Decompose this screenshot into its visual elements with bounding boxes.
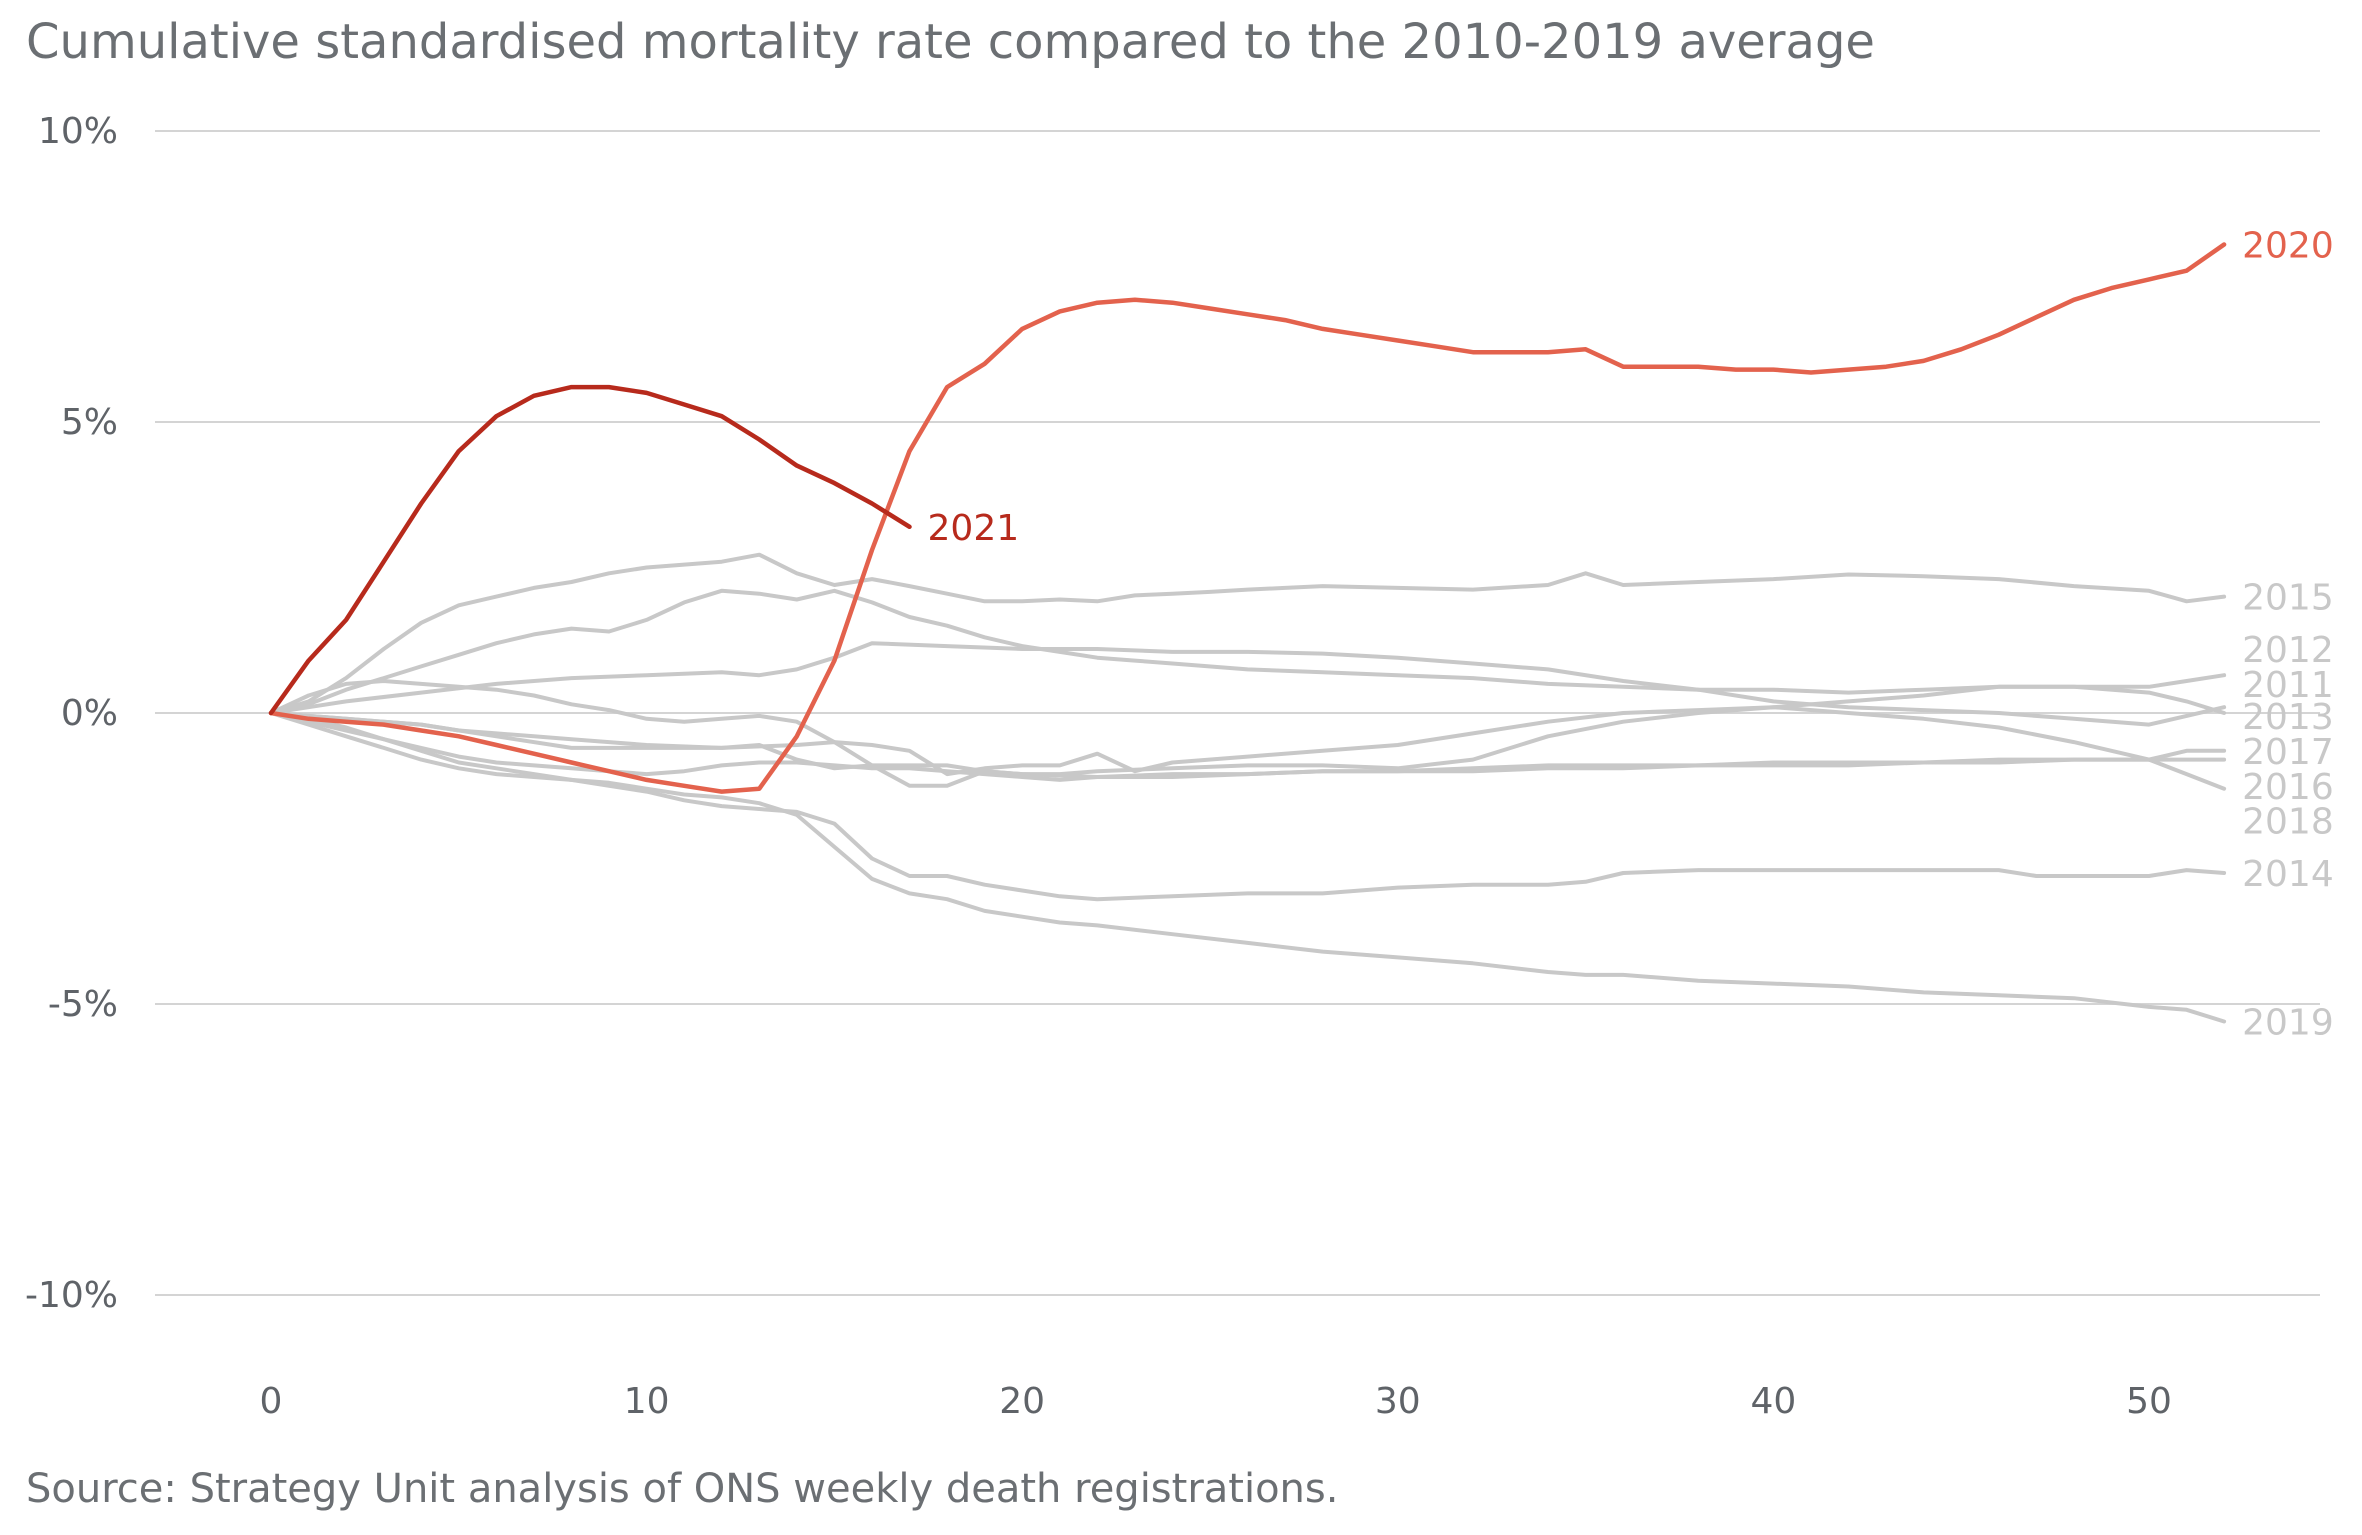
series-label-2020: 2020 — [2242, 225, 2334, 266]
chart-title: Cumulative standardised mortality rate c… — [26, 14, 1875, 70]
series-label-2018: 2018 — [2242, 802, 2334, 843]
x-tick-label: 20 — [999, 1381, 1045, 1422]
series-label-2013: 2013 — [2242, 697, 2334, 738]
series-line-2015 — [269, 552, 2227, 715]
series-label-2016: 2016 — [2242, 767, 2334, 808]
series-lines — [268, 242, 2227, 1024]
series-line-2020 — [268, 242, 2227, 794]
x-tick-label: 10 — [624, 1381, 670, 1422]
y-tick-label: 5% — [61, 402, 118, 443]
series-label-2021: 2021 — [928, 508, 1020, 549]
series-label-2017: 2017 — [2242, 732, 2334, 773]
x-tick-label: 40 — [1750, 1381, 1796, 1422]
x-tick-label: 50 — [2126, 1381, 2172, 1422]
series-line-2011 — [269, 588, 2227, 715]
series-line-2021 — [268, 384, 912, 716]
x-axis-tick-labels: 0 10 20 30 40 50 — [260, 1381, 2172, 1422]
series-label-2019: 2019 — [2242, 1002, 2334, 1043]
y-tick-label: 0% — [61, 693, 118, 734]
series-line-2013 — [269, 679, 2227, 788]
x-tick-label: 0 — [260, 1381, 283, 1422]
series-line-2019 — [269, 711, 2227, 1024]
y-tick-label: 10% — [38, 111, 118, 152]
series-line-2016 — [269, 705, 2227, 791]
series-label-2015: 2015 — [2242, 578, 2334, 619]
y-axis-tick-labels: 10% 5% 0% -5% -10% — [25, 111, 118, 1316]
series-line-2012 — [269, 641, 2227, 727]
y-tick-label: -5% — [48, 984, 118, 1025]
y-tick-label: -10% — [25, 1275, 118, 1316]
series-line-2018 — [269, 711, 2227, 782]
series-label-2012: 2012 — [2242, 630, 2334, 671]
x-tick-label: 30 — [1375, 1381, 1421, 1422]
series-label-2011: 2011 — [2242, 665, 2334, 706]
chart-source-note: Source: Strategy Unit analysis of ONS we… — [26, 1466, 1339, 1512]
series-line-2014 — [269, 711, 2227, 902]
series-label-2014: 2014 — [2242, 854, 2334, 895]
